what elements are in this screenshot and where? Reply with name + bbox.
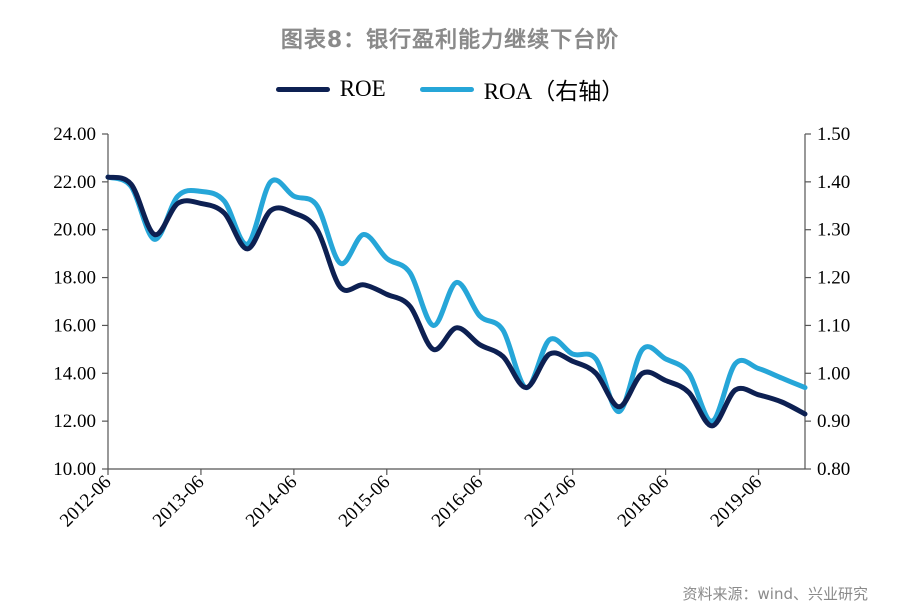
source-note: 资料来源：wind、兴业研究 <box>682 585 868 603</box>
left-tick-label: 16.00 <box>53 315 96 336</box>
legend-label-roe: ROE <box>339 76 386 101</box>
right-tick-label: 1.30 <box>817 220 850 241</box>
right-tick-label: 1.10 <box>817 315 850 336</box>
right-tick-label: 1.50 <box>817 124 850 145</box>
left-tick-label: 10.00 <box>53 459 96 480</box>
x-tick-label: 2017-06 <box>521 472 581 532</box>
right-tick-label: 0.80 <box>817 459 850 480</box>
left-tick-label: 24.00 <box>53 124 96 145</box>
right-tick-label: 1.00 <box>817 363 850 384</box>
legend: ROE ROA（右轴） <box>0 72 900 106</box>
right-tick-label: 1.20 <box>817 268 850 289</box>
x-tick-label: 2018-06 <box>614 472 674 532</box>
x-tick-label: 2013-06 <box>149 472 209 532</box>
x-tick-label: 2019-06 <box>706 472 766 532</box>
left-tick-label: 18.00 <box>53 268 96 289</box>
series-line-roa <box>105 174 808 424</box>
series-line-roe <box>105 174 808 429</box>
x-tick-label: 2012-06 <box>56 472 116 532</box>
left-tick-label: 22.00 <box>53 172 96 193</box>
left-tick-label: 12.00 <box>53 411 96 432</box>
x-tick-label: 2015-06 <box>335 472 395 532</box>
legend-item-roa: ROA（右轴） <box>419 72 625 106</box>
legend-label-roa: ROA（右轴） <box>483 79 625 104</box>
left-tick-label: 20.00 <box>53 220 96 241</box>
legend-item-roe: ROE <box>275 72 386 106</box>
right-tick-label: 1.40 <box>817 172 850 193</box>
legend-swatch-roe <box>275 86 330 92</box>
x-tick-label: 2016-06 <box>428 472 488 532</box>
right-tick-label: 0.90 <box>817 411 850 432</box>
legend-swatch-roa <box>419 86 474 92</box>
left-tick-label: 14.00 <box>53 363 96 384</box>
chart-title: 图表8：银行盈利能力继续下台阶 <box>280 28 620 53</box>
x-tick-label: 2014-06 <box>242 472 302 532</box>
